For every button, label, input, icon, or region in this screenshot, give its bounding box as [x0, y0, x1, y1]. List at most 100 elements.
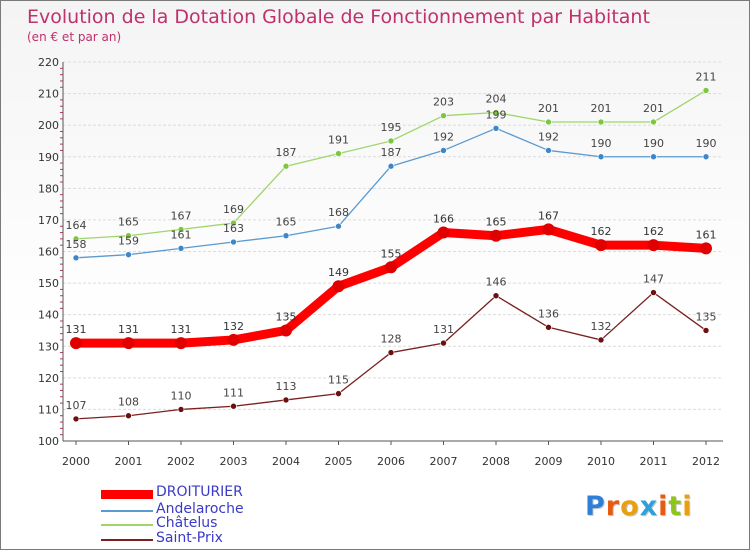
x-tick-label: 2010 [587, 455, 615, 468]
data-point [125, 232, 132, 240]
data-point [545, 323, 552, 331]
chart-subtitle: (en € et par an) [27, 30, 122, 44]
data-point [70, 337, 82, 350]
x-tick-label: 2009 [535, 455, 563, 468]
data-label: 165 [118, 216, 139, 229]
data-point [72, 235, 80, 243]
logo-letter: i [682, 491, 693, 522]
data-label: 161 [696, 228, 717, 241]
data-label: 136 [538, 307, 559, 320]
data-label: 190 [591, 137, 612, 150]
data-point [387, 162, 395, 170]
data-point [280, 324, 292, 337]
legend-swatch [101, 524, 153, 526]
logo-letter: r [605, 491, 621, 522]
data-point [542, 223, 555, 236]
data-label: 162 [643, 225, 664, 238]
proxiti-logo: Proxiti [585, 491, 693, 522]
data-point [492, 125, 500, 132]
data-label: 155 [381, 247, 402, 260]
y-tick-label: 190 [38, 151, 59, 164]
data-label: 199 [486, 108, 507, 121]
y-tick-label: 180 [38, 182, 59, 195]
data-point [387, 137, 395, 145]
data-label: 168 [328, 206, 349, 219]
data-point [545, 147, 552, 154]
legend-swatch [101, 539, 153, 541]
y-tick-label: 130 [38, 340, 59, 353]
data-label: 164 [66, 219, 87, 232]
data-label: 211 [696, 70, 717, 83]
data-label: 131 [66, 323, 87, 336]
data-point [125, 251, 132, 258]
data-label: 149 [328, 266, 349, 279]
data-point [177, 406, 185, 413]
data-label: 191 [328, 134, 349, 147]
data-point [175, 337, 187, 350]
data-point [440, 339, 447, 347]
logo-letter: i [658, 491, 669, 522]
logo-letter: P [585, 491, 606, 522]
data-point [335, 222, 342, 230]
data-point [122, 337, 135, 350]
data-label: 195 [381, 121, 402, 134]
data-label: 169 [223, 203, 244, 216]
data-label: 132 [223, 320, 244, 333]
data-point [650, 153, 657, 161]
y-tick-label: 220 [38, 56, 59, 69]
data-label: 203 [433, 96, 454, 109]
data-point [437, 226, 450, 239]
data-point [647, 239, 660, 252]
chart-title: Evolution de la Dotation Globale de Fonc… [27, 6, 650, 28]
data-label: 187 [381, 146, 402, 159]
data-point [335, 390, 342, 397]
data-label: 108 [118, 396, 139, 409]
data-point [492, 292, 500, 300]
y-tick-label: 110 [38, 403, 59, 416]
data-label: 131 [171, 323, 192, 336]
data-label: 147 [643, 273, 664, 286]
data-point [177, 226, 185, 233]
data-point [597, 118, 605, 126]
y-tick-label: 150 [38, 277, 59, 290]
data-label: 110 [171, 389, 192, 402]
data-label: 113 [276, 380, 297, 393]
data-label: 146 [486, 276, 507, 289]
axes: 100 110 120 130 140 150 160 170 180 190 200 210 220 2… [38, 56, 723, 468]
data-point [597, 336, 605, 344]
data-point [125, 412, 132, 420]
logo-letter: x [639, 491, 659, 522]
data-label: 204 [486, 93, 507, 106]
data-point [650, 118, 657, 126]
y-tick-label: 160 [38, 246, 59, 259]
logo-letter: o [620, 491, 640, 522]
data-label: 165 [276, 216, 297, 229]
data-label: 135 [696, 310, 717, 323]
data-label: 131 [118, 323, 139, 336]
x-tick-label: 2004 [272, 455, 300, 468]
data-label: 201 [591, 102, 612, 115]
data-point [597, 153, 605, 161]
data-point [595, 239, 607, 252]
data-point [72, 254, 80, 262]
data-point [702, 87, 710, 94]
x-tick-label: 2005 [325, 455, 353, 468]
data-labels: 131 131 131 132 135 149 155 166 165 167 162 162 161 1… [66, 70, 717, 411]
data-point [177, 245, 185, 252]
data-label: 163 [223, 222, 244, 235]
data-label: 132 [591, 320, 612, 333]
data-label: 162 [591, 225, 612, 238]
x-tick-label: 2007 [430, 455, 458, 468]
data-label: 192 [538, 130, 559, 143]
x-tick-label: 2006 [377, 455, 405, 468]
logo-letter: t [668, 491, 683, 522]
data-point [230, 219, 237, 227]
data-point [440, 112, 447, 119]
data-label: 128 [381, 333, 402, 346]
series-layer [70, 87, 712, 423]
data-point [387, 349, 395, 356]
data-label: 107 [66, 399, 87, 412]
data-point [335, 150, 342, 157]
legend-swatch [101, 510, 153, 512]
